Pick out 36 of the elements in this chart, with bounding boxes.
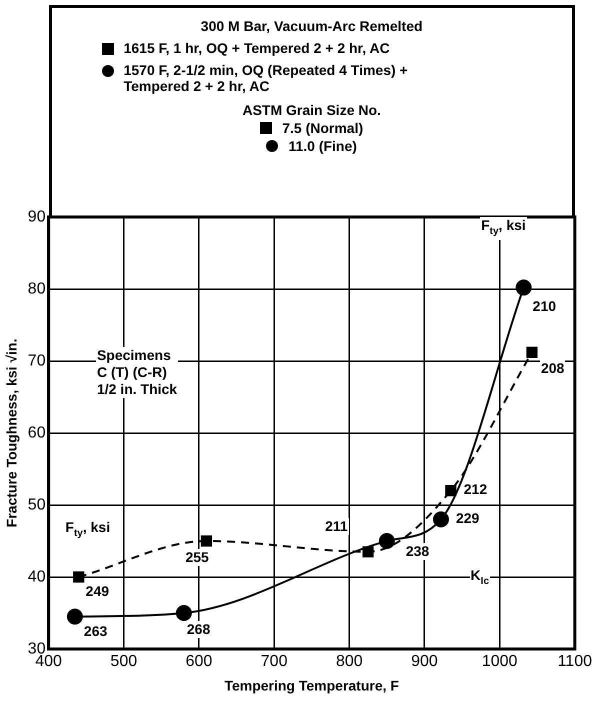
text: 7.5 (Normal) [282, 120, 364, 136]
text: 11.0 (Fine) [288, 138, 357, 154]
x-tick-label: 500 [110, 653, 138, 670]
annotation: 211 [324, 518, 349, 535]
y-tick-label: 80 [28, 280, 46, 298]
annotation: 255 [184, 549, 210, 566]
x-tick-label: 700 [260, 653, 288, 670]
x-tick-label: 1000 [482, 653, 518, 670]
x-axis-title: Tempering Temperature, F [224, 677, 400, 694]
annotation: 263 [82, 622, 108, 640]
legend-label: 1615 F, 1 hr, OQ + Tempered 2 + 2 hr, AC [124, 40, 390, 56]
annotation: 210 [532, 298, 558, 315]
y-tick-label: 90 [28, 208, 46, 226]
annotation: 238 [404, 543, 430, 560]
annotation: 229 [454, 510, 480, 528]
annotation: 208 [540, 360, 566, 378]
x-tick-label: 600 [186, 653, 212, 670]
legend-label: 1570 F, 2-1/2 min, OQ (Repeated 4 Times) + Tempered 2 + 2 hr, AC [124, 62, 409, 94]
y-tick-label: 70 [28, 352, 46, 370]
y-tick-label: 40 [28, 568, 46, 586]
x-tick-label: 1100 [558, 653, 592, 670]
legend-title: 300 M Bar, Vacuum-Arc Remelted [200, 18, 424, 34]
annotation: 268 [186, 621, 212, 638]
annotation: Specimens C (T) (C-R) 1/2 in. Thick [96, 346, 178, 398]
x-tick-label: 800 [336, 653, 363, 670]
y-tick-label: 50 [28, 496, 46, 514]
annotation: 212 [462, 480, 488, 498]
annotation: K$_{Ic}$ [470, 566, 490, 590]
y-axis-title: Fracture Toughness, ksi √in. [3, 338, 20, 528]
annotation: F$_{ty}$, ksi [64, 519, 112, 542]
y-tick-label: 60 [28, 424, 46, 442]
annotation: F$_{ty}$, ksi [480, 217, 527, 240]
x-tick-label: 900 [411, 653, 438, 670]
x-tick-label: 400 [35, 653, 62, 670]
annotation: 249 [84, 583, 110, 600]
text: ASTM Grain Size No. [241, 102, 382, 118]
